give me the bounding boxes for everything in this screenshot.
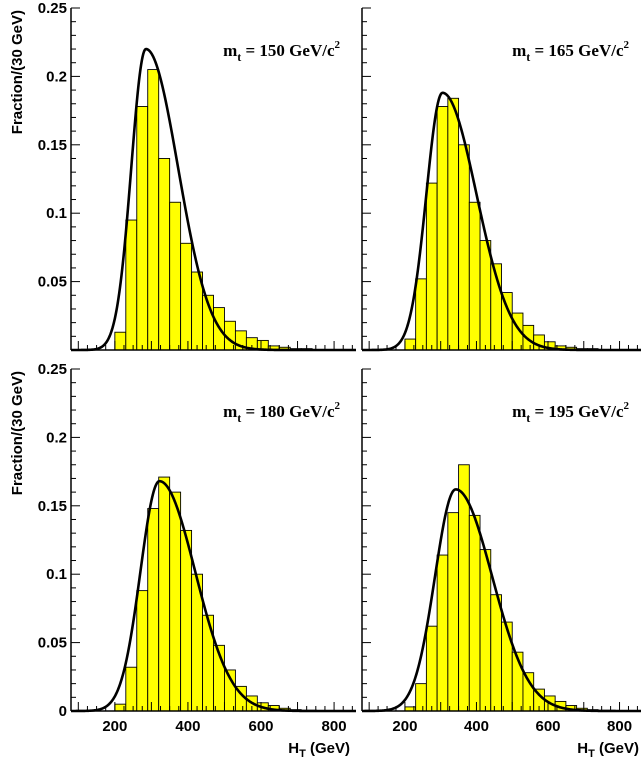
panel-4: 200 400 600 800 HT (GeV) mt = 195 GeV/c2	[361, 368, 641, 760]
panel-2: mt = 165 GeV/c2	[361, 7, 641, 352]
panel-label: mt = 195 GeV/c2	[512, 400, 629, 425]
y-axis-title: Fraction/(30 GeV)	[9, 10, 26, 134]
x-tick-label: 800	[322, 718, 347, 735]
x-tick-label: 600	[248, 718, 273, 735]
x-tick-label: 200	[392, 718, 417, 735]
histogram-bar	[479, 549, 492, 712]
histogram-bar	[415, 683, 427, 712]
y-tick-label: 0	[59, 703, 67, 720]
histogram-bar	[415, 278, 427, 351]
histogram-bar	[447, 97, 460, 351]
histogram-bar	[458, 144, 470, 351]
histogram-bar	[169, 201, 182, 351]
x-tick-label: 600	[535, 718, 560, 735]
y-tick-label: 0.2	[46, 429, 67, 446]
y-tick-label: 0.15	[38, 137, 67, 154]
histogram-bar	[125, 219, 138, 351]
histogram-bar	[180, 529, 193, 712]
y-tick-label: 0.25	[38, 361, 67, 378]
y-tick-label: 0.1	[46, 205, 67, 222]
y-tick-label: 0.05	[38, 274, 67, 291]
histogram-bar	[125, 666, 138, 712]
panel-label: mt = 150 GeV/c2	[223, 39, 340, 64]
x-tick-label: 400	[175, 718, 200, 735]
histogram-bar	[468, 514, 481, 712]
histogram-bar	[180, 242, 193, 351]
x-tick-label: 200	[102, 718, 127, 735]
histogram-bar	[136, 106, 149, 351]
panel-label: mt = 165 GeV/c2	[512, 39, 629, 64]
histogram-bar	[136, 590, 149, 712]
histogram-bar	[425, 182, 438, 351]
y-tick-label: 0.15	[38, 498, 67, 515]
histogram-bar	[147, 508, 160, 712]
histogram-bar	[479, 240, 492, 351]
histogram-bar	[501, 621, 513, 712]
y-tick-label: 0.05	[38, 635, 67, 652]
histogram-bar	[158, 476, 171, 712]
histogram-bar	[147, 69, 160, 351]
histogram-bar	[169, 491, 182, 712]
histogram-bar	[436, 554, 449, 712]
y-tick-label: 0.2	[46, 68, 67, 85]
y-tick-label: 0.1	[46, 566, 67, 583]
histogram-bar	[490, 594, 502, 712]
x-axis-title: HT (GeV)	[577, 740, 639, 760]
histogram-bar	[158, 158, 171, 351]
histogram-bar	[425, 625, 438, 712]
histogram-bar	[447, 512, 460, 712]
x-axis-title: HT (GeV)	[288, 740, 350, 760]
y-axis-title: Fraction/(30 GeV)	[9, 371, 26, 495]
histogram-bar	[436, 106, 449, 351]
x-tick-label: 800	[607, 718, 632, 735]
y-tick-label: 0.25	[38, 0, 67, 17]
histogram-bar	[468, 201, 481, 351]
panel-label: mt = 180 GeV/c2	[223, 400, 340, 425]
x-tick-label: 400	[464, 718, 489, 735]
panel-3: 0 0.05 0.1 0.15 0.2 0.25 200 400 600 800 HT (GeV) F…	[9, 361, 357, 760]
panel-1: 0.05 0.1 0.15 0.2 0.25 Fraction/(30 GeV) mt = …	[9, 0, 357, 352]
